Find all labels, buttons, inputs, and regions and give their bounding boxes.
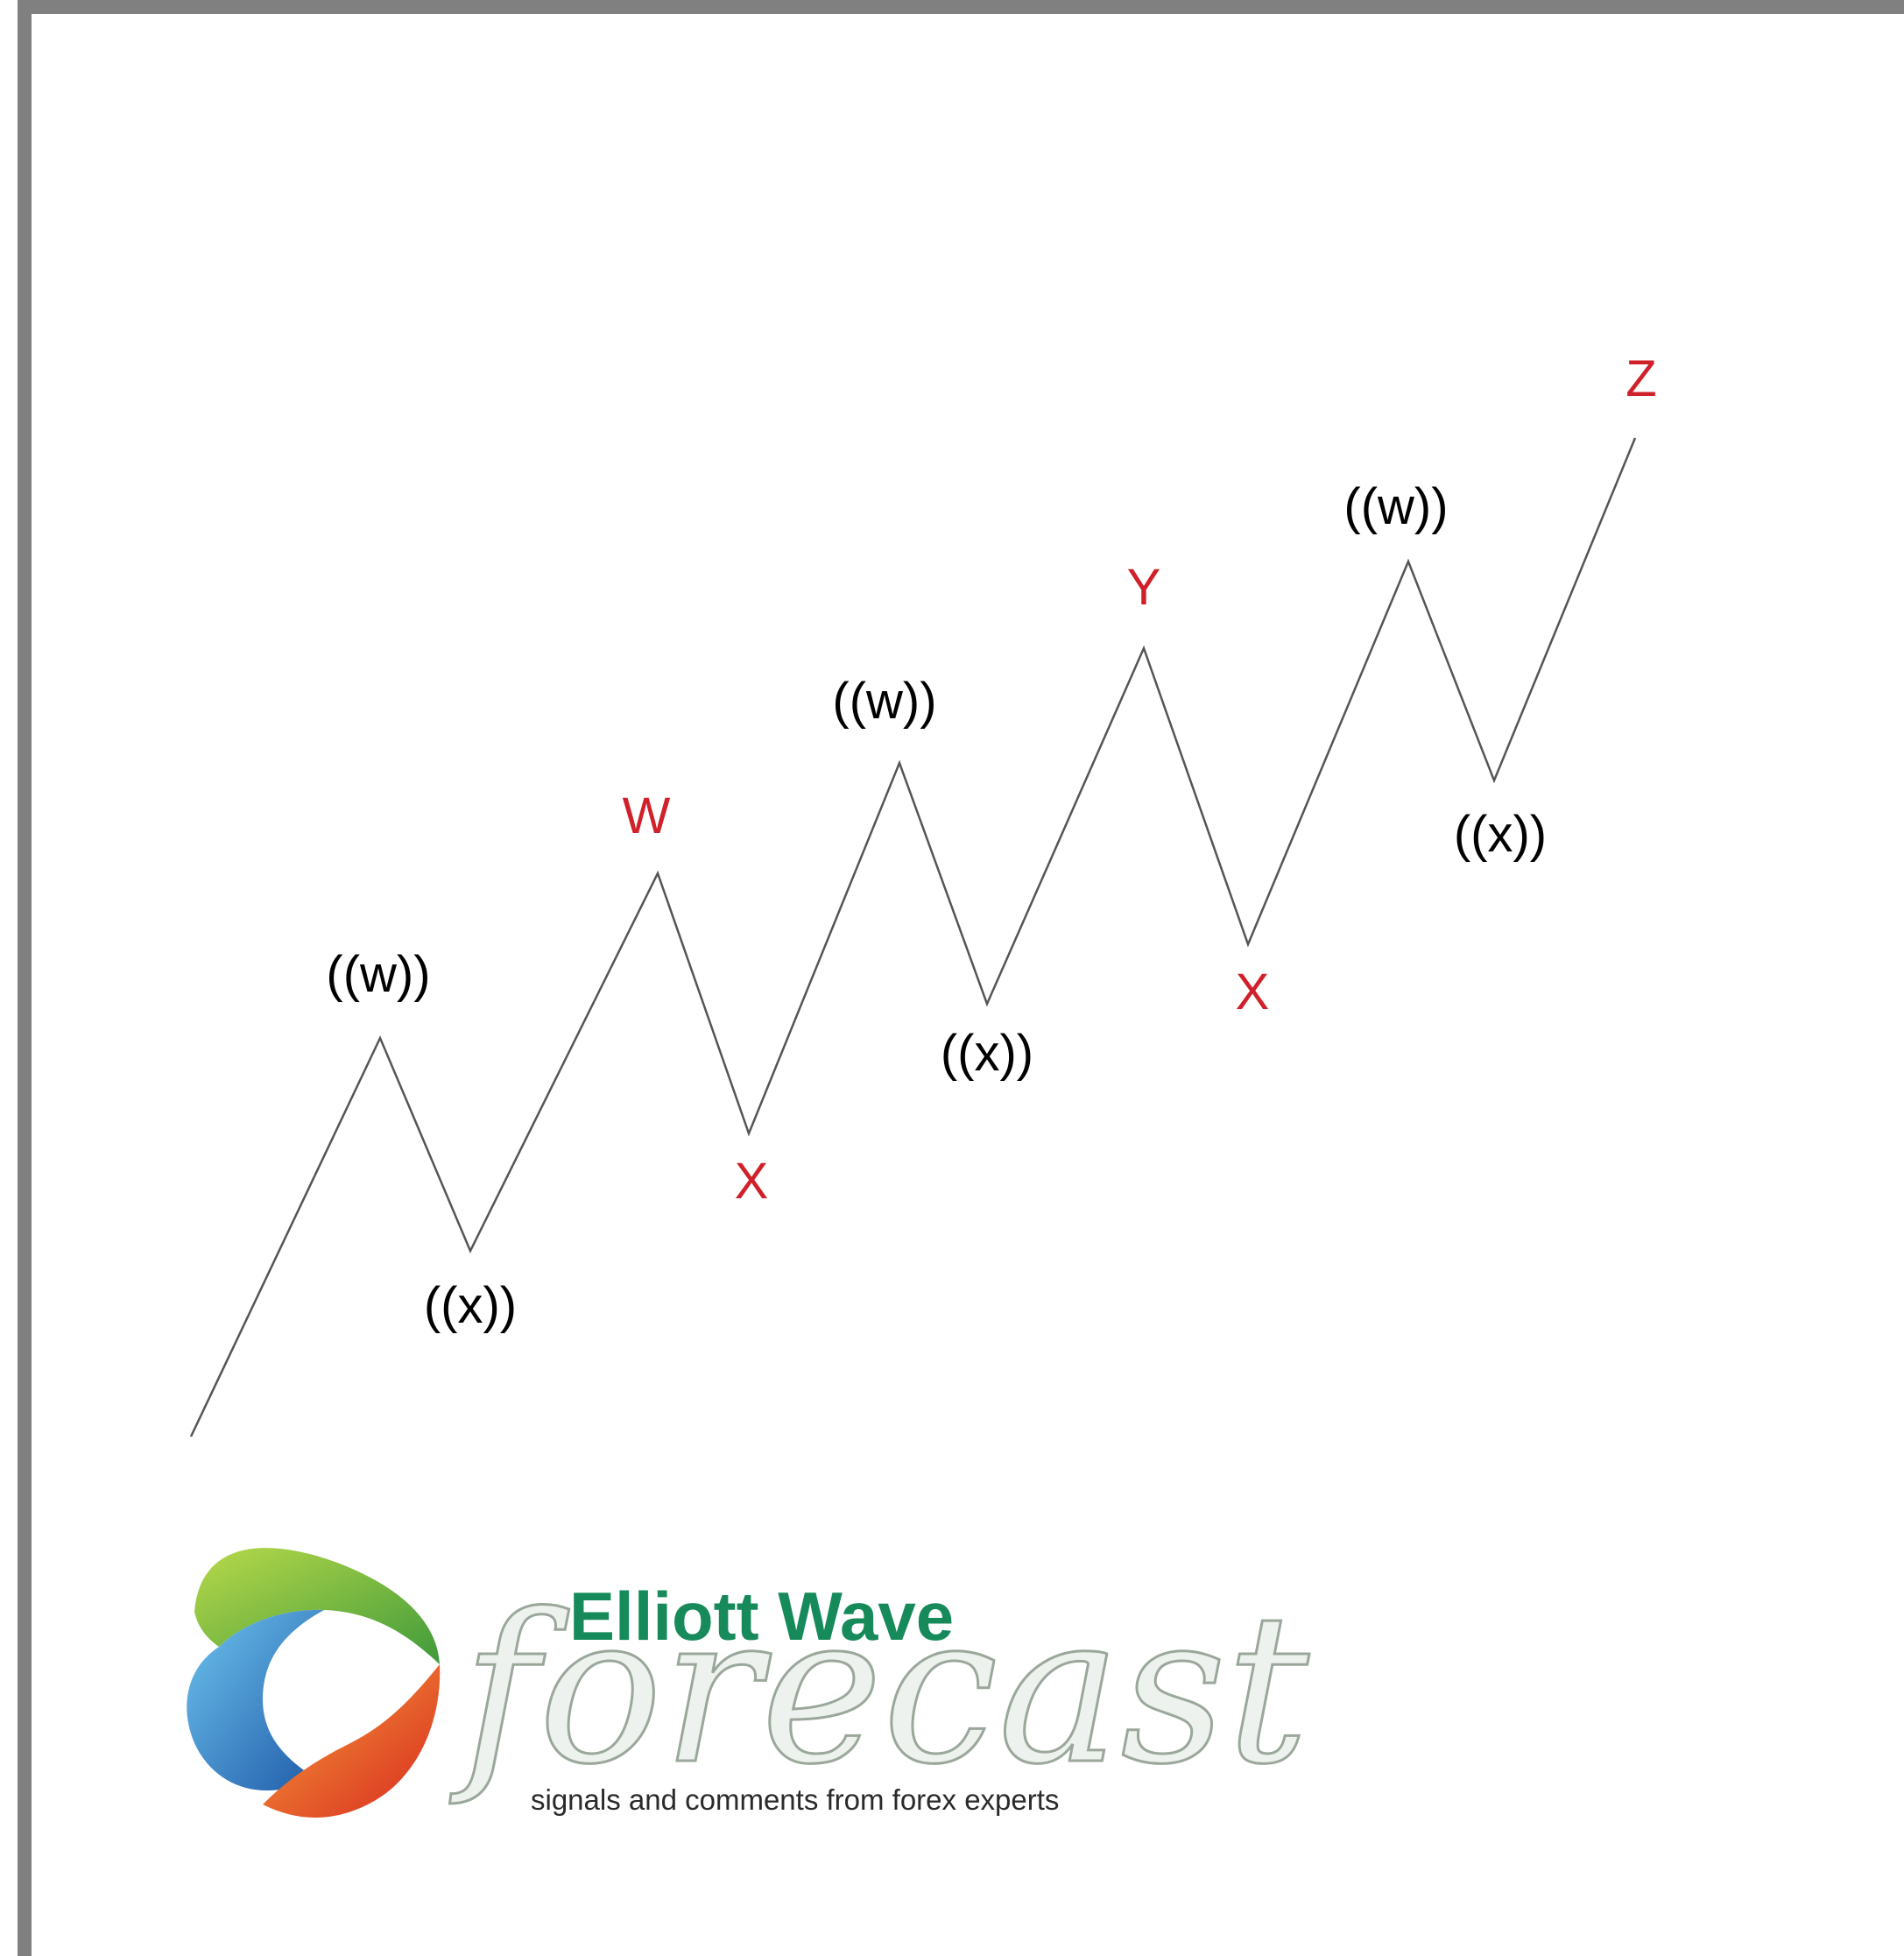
logo-title: Elliott Wave bbox=[569, 1578, 954, 1655]
wave-labels: ((w)) ((x)) W X ((w)) ((x)) Y X ((w)) ((… bbox=[326, 350, 1656, 1334]
swirl-logo-icon bbox=[187, 1548, 441, 1818]
frame-border-top bbox=[18, 0, 1904, 14]
wave-label-X-1: X bbox=[735, 1153, 769, 1210]
wave-label-ww-3: ((w)) bbox=[1343, 478, 1448, 535]
elliott-wave-forecast-logo: Elliott Wave forecast signals and commen… bbox=[187, 1548, 1311, 1818]
frame-border-left bbox=[18, 0, 32, 1956]
wave-label-xx-3: ((x)) bbox=[1454, 806, 1547, 863]
wave-label-Y: Y bbox=[1127, 559, 1161, 616]
wave-label-ww-1: ((w)) bbox=[326, 946, 430, 1003]
wave-label-X-2: X bbox=[1236, 964, 1270, 1020]
logo-script: forecast bbox=[449, 1571, 1309, 1810]
wave-label-xx-2: ((x)) bbox=[941, 1025, 1033, 1082]
wave-label-Z: Z bbox=[1625, 350, 1656, 407]
wave-label-W: W bbox=[623, 787, 671, 844]
wave-label-xx-1: ((x)) bbox=[424, 1277, 517, 1334]
logo-tagline: signals and comments from forex experts bbox=[531, 1783, 1059, 1816]
wave-label-ww-2: ((w)) bbox=[832, 673, 936, 730]
wave-line bbox=[189, 437, 1637, 1437]
